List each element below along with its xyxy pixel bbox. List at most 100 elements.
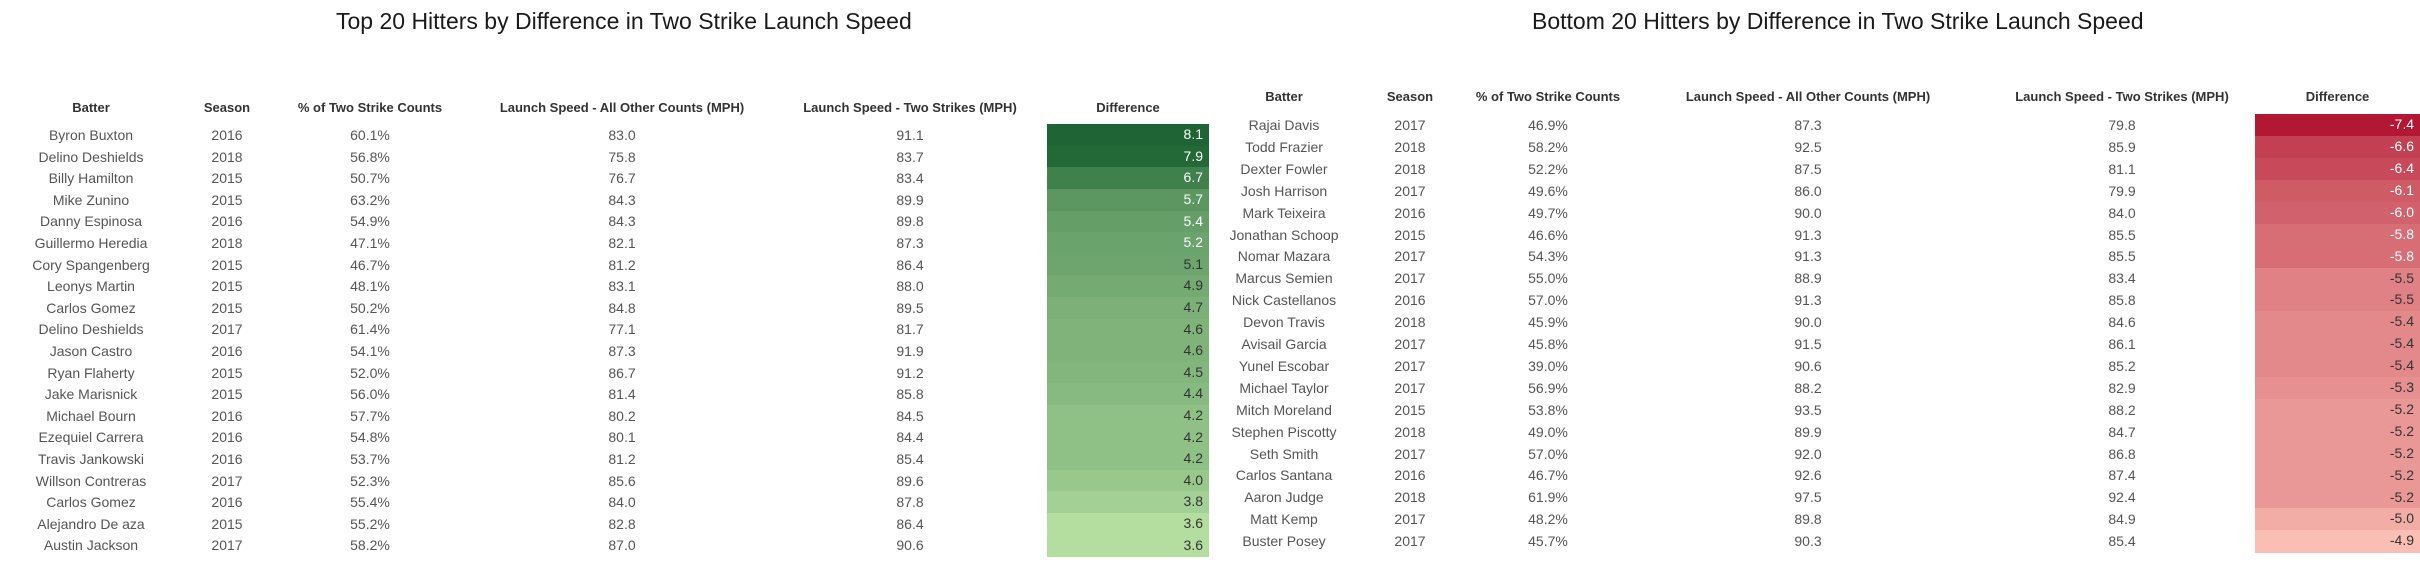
col-batter-cell: Nick Castellanos [1231, 292, 1337, 309]
col-season-cell: 2017 [1394, 379, 1426, 396]
col-season-cell: 2016 [211, 343, 243, 359]
col-batter-cell: Willson Contreras [35, 472, 147, 489]
col-launch-two-strike-cell: 84.4 [896, 429, 924, 446]
difference-cell: 3.6 [1047, 534, 1209, 557]
col-batter-header: Batter [1265, 89, 1303, 104]
col-batter-cell: Travis Jankowski [37, 451, 145, 467]
col-launch-other-cell: 75.8 [608, 148, 636, 165]
col-launch-other-cell: 87.5 [1794, 160, 1822, 177]
difference-cell: -5.2 [2255, 420, 2420, 444]
table-title: Top 20 Hitters by Difference in Two Stri… [336, 8, 912, 34]
col-launch-two-strike-cell: 83.7 [896, 148, 924, 165]
difference-cell: 4.9 [1047, 275, 1209, 298]
col-pct-two-strike-cell: 56.9% [1528, 379, 1568, 396]
col-launch-two-strike-cell: 85.2 [2108, 357, 2136, 374]
col-launch-other-cell: 90.3 [1794, 533, 1822, 550]
difference-cell: -5.3 [2255, 377, 2420, 400]
difference-cell: 3.6 [1047, 513, 1209, 536]
col-launch-other-cell: 83.0 [608, 127, 636, 143]
col-batter-cell: Jake Marisnick [44, 386, 138, 403]
col-batter-cell: Byron Buxton [48, 127, 134, 143]
col-pct-two-strike-cell: 52.0% [350, 364, 390, 381]
col-batter-cell: Cory Spangenberg [32, 256, 150, 273]
col-launch-other-cell: 91.3 [1794, 226, 1822, 243]
col-batter-cell: Austin Jackson [43, 537, 139, 554]
table-title: Bottom 20 Hitters by Difference in Two S… [1532, 8, 2144, 34]
col-launch-other-cell: 88.9 [1794, 270, 1822, 287]
col-batter-cell: Leonys Martin [47, 278, 135, 295]
col-launch-other-cell: 81.2 [608, 451, 636, 467]
col-launch-two-strike-cell: 85.4 [896, 451, 924, 467]
difference-cell: 4.2 [1047, 426, 1209, 449]
col-season-cell: 2015 [211, 364, 243, 381]
difference-cell: 5.7 [1047, 189, 1209, 212]
col-batter-cell: Stephen Piscotty [1231, 423, 1337, 440]
col-pct-two-strike-header: % of Two Strike Counts [1475, 89, 1621, 104]
difference-cell: -5.8 [2255, 245, 2420, 269]
col-launch-other-cell: 91.3 [1794, 248, 1822, 265]
col-launch-two-strike-cell: 79.9 [2108, 182, 2136, 199]
col-season-cell: 2018 [1394, 160, 1426, 177]
difference-cell: -6.0 [2255, 201, 2420, 225]
col-season-cell: 2015 [211, 191, 243, 208]
difference-cell: -5.8 [2255, 223, 2420, 247]
col-launch-other-cell: 90.6 [1794, 357, 1822, 374]
col-pct-two-strike-cell: 58.2% [1528, 138, 1568, 155]
col-season-cell: 2017 [211, 321, 243, 338]
col-season-cell: 2017 [1394, 336, 1426, 352]
difference-cell: 5.1 [1047, 253, 1209, 276]
col-pct-two-strike-cell: 48.1% [350, 278, 390, 295]
col-batter-cell: Rajai Davis [1248, 117, 1320, 133]
col-launch-other-cell: 90.0 [1794, 204, 1822, 221]
col-season-cell: 2016 [211, 213, 243, 230]
difference-cell: 7.9 [1047, 145, 1209, 168]
col-launch-other-cell: 84.8 [608, 299, 636, 316]
col-season-cell: 2017 [1394, 533, 1426, 550]
col-launch-two-strike-cell: 89.5 [896, 299, 924, 316]
difference-cell: -5.2 [2255, 442, 2420, 466]
col-launch-other-cell: 82.1 [608, 235, 636, 251]
col-season-cell: 2018 [1394, 138, 1426, 155]
col-launch-two-strike-cell: 87.3 [896, 235, 924, 251]
col-launch-other-cell: 92.0 [1794, 445, 1822, 462]
difference-cell: -5.2 [2255, 398, 2420, 422]
col-pct-two-strike-cell: 49.7% [1528, 204, 1568, 221]
col-pct-two-strike-cell: 46.7% [350, 256, 390, 273]
col-launch-two-strike-cell: 85.8 [2108, 292, 2136, 309]
col-pct-two-strike-cell: 45.9% [1528, 314, 1568, 331]
col-batter-cell: Carlos Santana [1235, 467, 1333, 484]
col-batter-cell: Guillermo Heredia [34, 235, 148, 251]
col-launch-other-cell: 91.3 [1794, 292, 1822, 309]
col-difference-header: Difference [2305, 89, 2370, 104]
difference-cell: -5.5 [2255, 289, 2420, 312]
col-launch-two-strike-cell: 90.6 [896, 537, 924, 554]
col-pct-two-strike-cell: 49.6% [1528, 182, 1568, 199]
difference-cell: 4.0 [1047, 469, 1209, 492]
col-launch-other-cell: 93.5 [1794, 401, 1822, 418]
col-launch-other-cell: 89.9 [1794, 423, 1822, 440]
col-batter-cell: Seth Smith [1249, 445, 1319, 462]
col-batter-cell: Aaron Judge [1244, 489, 1324, 506]
col-launch-other-cell: 77.1 [608, 321, 636, 338]
col-launch-other-cell: 84.0 [608, 494, 636, 511]
col-pct-two-strike-cell: 52.3% [350, 472, 390, 489]
col-season-cell: 2018 [211, 235, 243, 251]
difference-cell: 4.7 [1047, 297, 1209, 320]
col-launch-two-strike-cell: 85.4 [2108, 533, 2136, 550]
col-launch-two-strike-header: Launch Speed - Two Strikes (MPH) [2015, 89, 2229, 104]
col-batter-cell: Dexter Fowler [1240, 160, 1328, 177]
col-pct-two-strike-cell: 53.8% [1528, 401, 1568, 418]
difference-cell: 8.1 [1047, 124, 1209, 147]
col-pct-two-strike-cell: 57.0% [1528, 292, 1568, 309]
col-pct-two-strike-cell: 48.2% [1528, 511, 1568, 528]
col-launch-other-cell: 92.5 [1794, 138, 1822, 155]
difference-cell: -5.4 [2255, 355, 2420, 378]
col-launch-other-cell: 85.6 [608, 472, 636, 489]
col-season-cell: 2015 [1394, 401, 1426, 418]
col-launch-other-cell: 89.8 [1794, 511, 1822, 528]
col-pct-two-strike-cell: 61.4% [350, 321, 390, 338]
col-pct-two-strike-cell: 54.3% [1528, 248, 1568, 265]
difference-cell: -5.2 [2255, 486, 2420, 509]
difference-cell: 4.6 [1047, 318, 1209, 341]
col-batter-cell: Marcus Semien [1235, 270, 1333, 287]
